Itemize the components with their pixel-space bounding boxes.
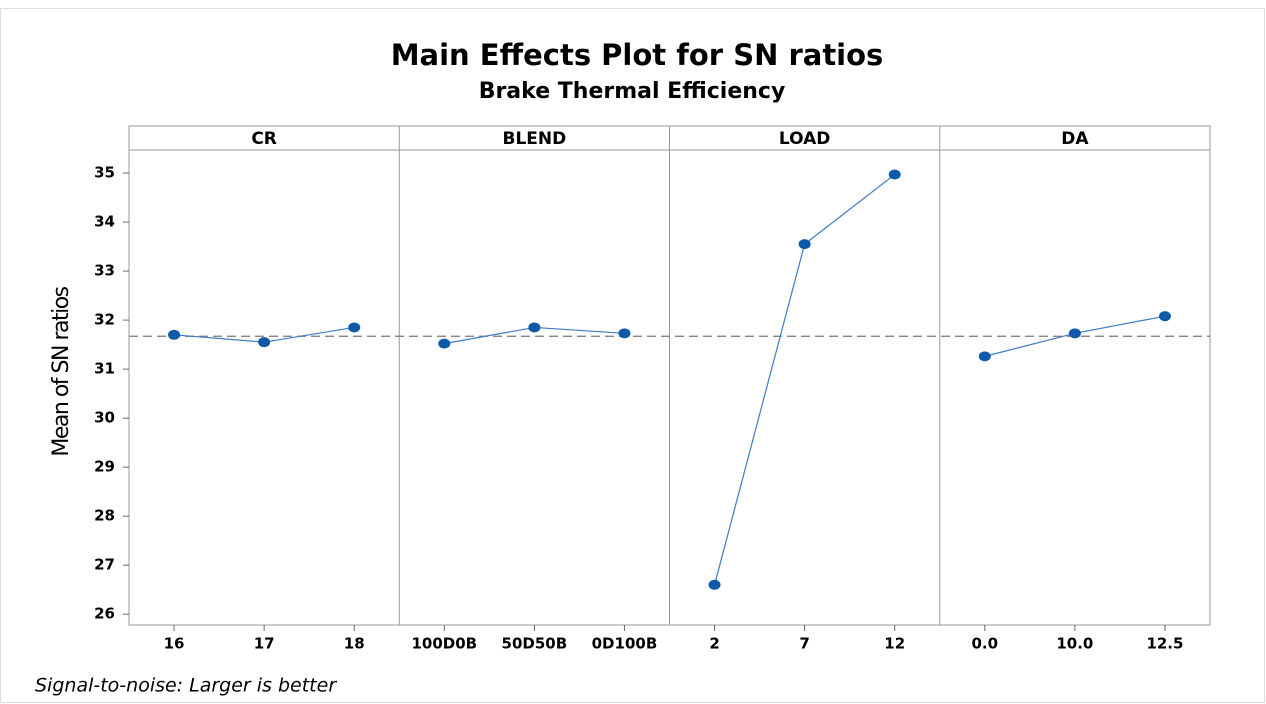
x-tick-label: 12.5: [1146, 635, 1183, 653]
marker: [1158, 311, 1171, 322]
panel-title: BLEND: [503, 129, 567, 149]
y-tick-label: 31: [94, 360, 115, 378]
marker: [528, 322, 541, 333]
y-axis-label: Mean of SN ratios: [49, 286, 74, 456]
y-tick-label: 29: [94, 458, 115, 476]
x-tick-label: 2: [709, 635, 719, 653]
marker: [168, 329, 181, 340]
panel-title: CR: [251, 129, 277, 149]
chart-title: Main Effects Plot for SN ratios: [391, 38, 884, 72]
x-tick-label: 18: [344, 635, 365, 653]
marker: [1068, 328, 1081, 339]
y-tick-label: 27: [94, 556, 115, 574]
x-tick-label: 0.0: [972, 635, 999, 653]
x-tick-label: 7: [799, 635, 809, 653]
y-tick-label: 32: [94, 311, 115, 329]
panel-title: DA: [1061, 129, 1089, 149]
y-tick-label: 30: [94, 409, 115, 427]
y-tick-label: 33: [94, 262, 115, 280]
chart-subtitle: Brake Thermal Efficiency: [479, 79, 786, 104]
x-tick-label: 12: [884, 635, 905, 653]
y-tick-label: 26: [94, 605, 115, 623]
y-tick-label: 34: [94, 213, 115, 231]
marker: [438, 338, 451, 349]
marker: [618, 328, 631, 339]
x-tick-label: 0D100B: [592, 635, 658, 653]
panel-title: LOAD: [779, 129, 831, 149]
marker: [708, 579, 721, 590]
marker: [348, 322, 361, 333]
x-tick-label: 100D0B: [411, 635, 477, 653]
x-tick-label: 10.0: [1056, 635, 1093, 653]
x-tick-label: 16: [164, 635, 185, 653]
marker: [888, 169, 901, 180]
footnote: Signal-to-noise: Larger is better: [35, 675, 337, 697]
y-tick-label: 35: [94, 164, 115, 182]
x-tick-label: 50D50B: [502, 635, 568, 653]
y-tick-label: 28: [94, 507, 115, 525]
marker: [798, 239, 811, 250]
marker: [978, 351, 991, 362]
x-tick-label: 17: [254, 635, 275, 653]
marker: [258, 337, 271, 348]
frame: [0, 8, 1265, 703]
